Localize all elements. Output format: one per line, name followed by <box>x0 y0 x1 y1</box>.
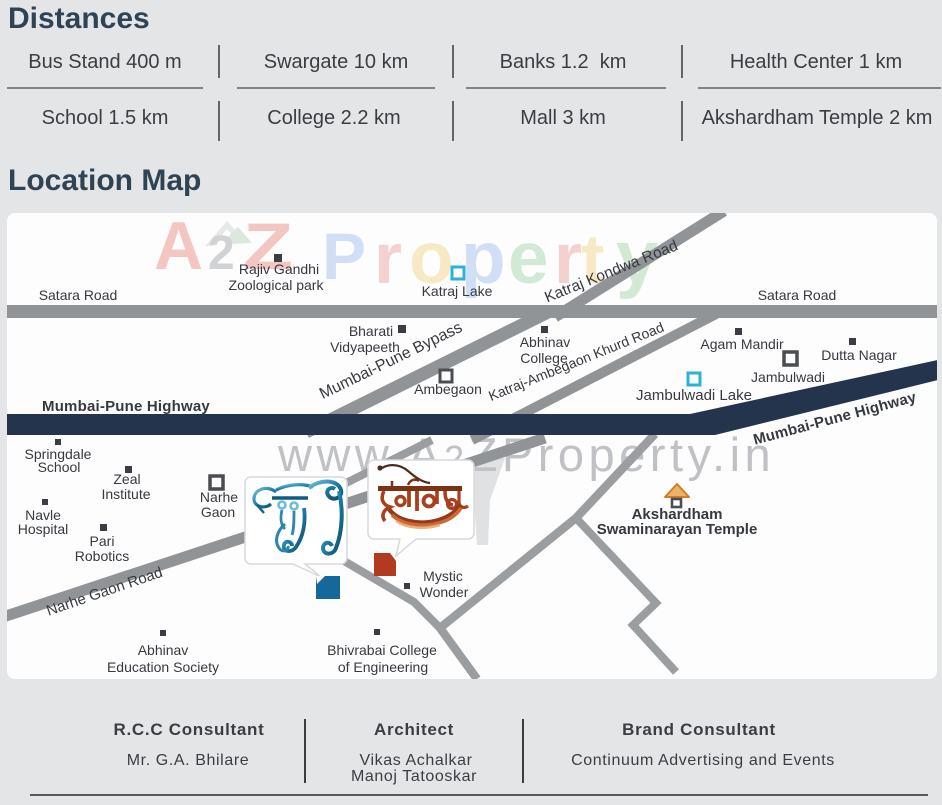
svg-text:Katraj Lake: Katraj Lake <box>422 283 493 299</box>
svg-text:Pari: Pari <box>90 533 115 549</box>
svg-text:Jambulwadi Lake: Jambulwadi Lake <box>636 387 752 404</box>
svg-text:Ambegaon: Ambegaon <box>414 381 482 397</box>
svg-text:Zoological park: Zoological park <box>229 277 325 293</box>
svg-text:A: A <box>154 208 203 284</box>
svg-text:www.A2ZProperty.in: www.A2ZProperty.in <box>277 428 775 481</box>
svg-text:Bhivrabai College: Bhivrabai College <box>327 642 437 658</box>
svg-text:Bharati: Bharati <box>349 323 393 339</box>
svg-text:Gaon: Gaon <box>201 504 235 520</box>
svg-text:p: p <box>461 218 506 299</box>
svg-text:Narhe: Narhe <box>200 489 238 505</box>
svg-text:Hospital: Hospital <box>18 521 69 537</box>
svg-text:School: School <box>38 459 81 475</box>
svg-text:P: P <box>322 219 366 293</box>
svg-text:Jambulwadi: Jambulwadi <box>751 369 825 385</box>
svg-text:Abhinav: Abhinav <box>138 642 189 658</box>
svg-text:Rajiv Gandhi: Rajiv Gandhi <box>239 261 319 277</box>
svg-text:Institute: Institute <box>101 486 150 502</box>
svg-text:Z: Z <box>243 210 293 284</box>
svg-text:Education Society: Education Society <box>107 659 219 675</box>
svg-text:Abhinav: Abhinav <box>520 334 571 350</box>
svg-text:Swaminarayan Temple: Swaminarayan Temple <box>597 521 758 538</box>
svg-text:College: College <box>520 350 568 366</box>
svg-text:Dutta Nagar: Dutta Nagar <box>821 347 897 363</box>
svg-text:Satara Road: Satara Road <box>758 287 837 303</box>
svg-text:o: o <box>409 218 454 299</box>
svg-text:Zeal: Zeal <box>113 471 140 487</box>
svg-text:r: r <box>374 219 402 299</box>
svg-text:r: r <box>554 219 582 299</box>
svg-text:Agam Mandir: Agam Mandir <box>700 336 784 352</box>
svg-text:2: 2 <box>208 227 235 280</box>
svg-text:Mumbai-Pune Highway: Mumbai-Pune Highway <box>42 398 210 415</box>
svg-text:e: e <box>508 218 549 299</box>
svg-text:of Engineering: of Engineering <box>338 659 428 675</box>
svg-text:Robotics: Robotics <box>75 548 129 564</box>
svg-text:Wonder: Wonder <box>420 584 469 600</box>
svg-text:Springdale: Springdale <box>25 446 92 462</box>
svg-text:t: t <box>581 220 604 298</box>
svg-text:Mystic: Mystic <box>423 568 463 584</box>
svg-text:Vidyapeeth: Vidyapeeth <box>330 339 400 355</box>
svg-text:Navle: Navle <box>25 507 61 523</box>
svg-text:Satara Road: Satara Road <box>39 287 118 303</box>
svg-text:Akshardham: Akshardham <box>632 506 723 523</box>
